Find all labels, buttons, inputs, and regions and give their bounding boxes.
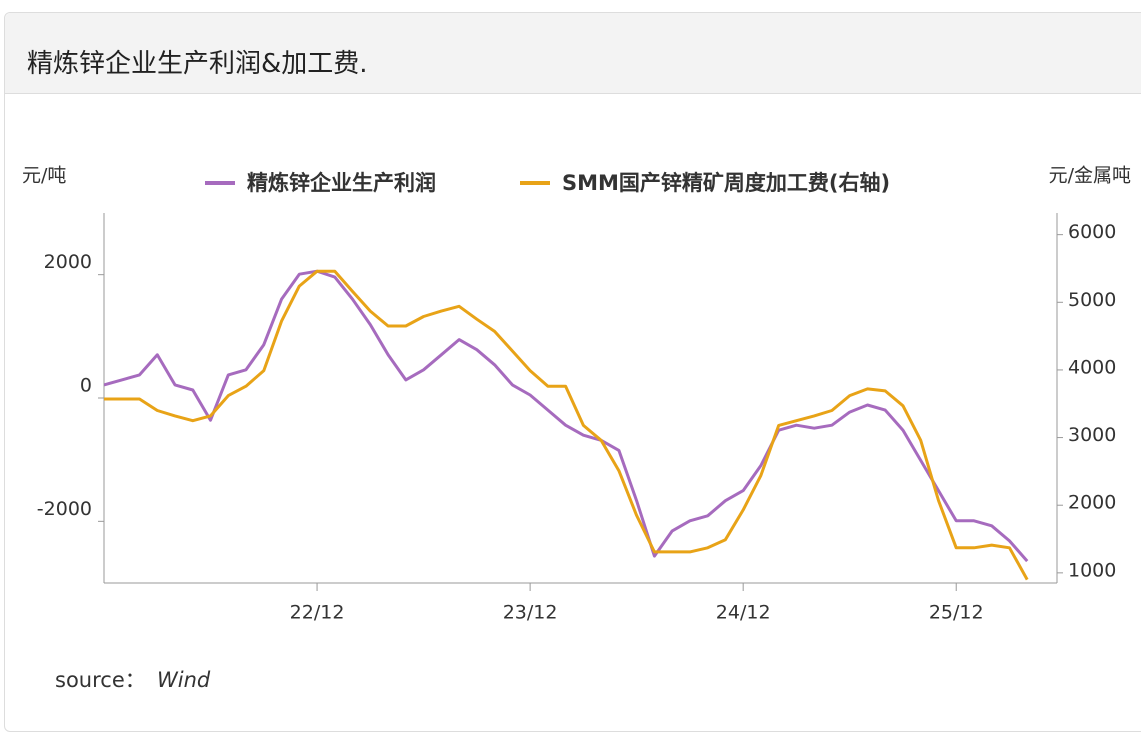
y2-tick-label: 5000 [1068, 289, 1116, 311]
card: 精炼锌企业生产利润&加工费. [4, 12, 1141, 732]
series-line [104, 269, 1029, 563]
y2-axis-label: 元/金属吨 [1049, 165, 1131, 187]
y2-tick-label: 1000 [1068, 559, 1116, 581]
legend-label: SMM国产锌精矿周度加工费(右轴) [562, 171, 890, 195]
y-tick-label: 0 [80, 375, 92, 397]
x-tick-label: 24/12 [716, 602, 771, 624]
x-tick-label: 23/12 [503, 602, 558, 624]
y-tick-label: 2000 [44, 251, 92, 273]
chart-title: 精炼锌企业生产利润&加工费. [27, 49, 368, 79]
card-header: 精炼锌企业生产利润&加工费. [5, 13, 1141, 94]
x-tick-label: 22/12 [290, 602, 345, 624]
y2-tick-label: 6000 [1068, 221, 1116, 243]
source-label: source： [55, 668, 146, 692]
y-tick-label: -2000 [37, 498, 92, 520]
source: Wind [157, 668, 211, 692]
y2-tick-label: 4000 [1068, 356, 1116, 378]
y2-tick-label: 3000 [1068, 424, 1116, 446]
y-axis-label: 元/吨 [22, 165, 66, 187]
x-tick-label: 25/12 [929, 602, 984, 624]
y2-tick-label: 2000 [1068, 492, 1116, 514]
series-line [104, 269, 1029, 581]
chart: 元/吨 元/金属吨 source： Wind -2000 0 2000 1000 200… [22, 165, 1131, 693]
legend-label: 精炼锌企业生产利润 [247, 171, 436, 195]
